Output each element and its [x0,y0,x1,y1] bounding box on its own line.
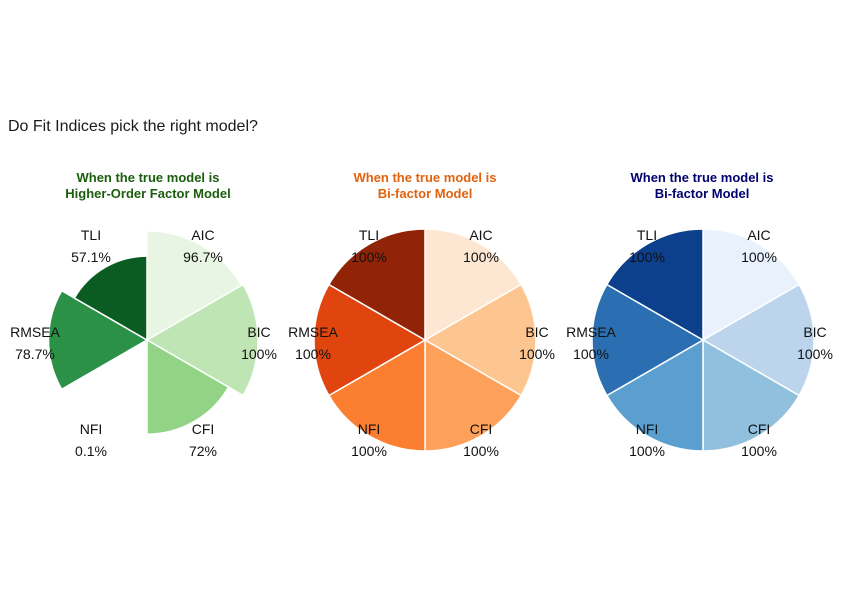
slice-cfi [424,338,523,452]
segment-label-tli: TLI [637,227,657,243]
slice-bic [701,283,815,397]
segment-label-nfi: NFI [636,421,659,437]
slice-tli [605,228,704,342]
chart-panel-bifactor-orange: When the true model is Bi-factor Model A… [288,170,555,459]
segment-label-tli: TLI [81,227,101,243]
chart-panel-bifactor-blue: When the true model is Bi-factor Model A… [566,170,833,459]
segment-label-bic: BIC [525,324,548,340]
segment-label-nfi: NFI [80,421,103,437]
segment-label-aic: AIC [191,227,214,243]
chart-panel-higher-order: When the true model is Higher-Order Fact… [10,170,277,459]
segment-value-aic: 100% [463,249,499,265]
segment-label-aic: AIC [469,227,492,243]
panel-title-line1: When the true model is [353,170,496,185]
slice-cfi [146,338,230,435]
segment-label-nfi: NFI [358,421,381,437]
slice-aic [146,230,243,342]
segment-value-cfi: 100% [463,443,499,459]
segment-value-nfi: 100% [351,443,387,459]
segment-value-cfi: 72% [189,443,217,459]
slice-nfi [605,338,704,452]
slices-group [47,230,259,435]
slice-cfi [702,338,801,452]
slices-group [313,228,537,452]
segment-value-nfi: 100% [629,443,665,459]
labels-group: AIC 100% BIC 100% CFI 100% NFI 100% RMSEA 100% TLI… [288,227,555,459]
segment-label-rmsea: RMSEA [288,324,338,340]
slice-aic [702,228,801,342]
segment-value-aic: 100% [741,249,777,265]
segment-value-nfi: 0.1% [75,443,107,459]
slice-tli [327,228,426,342]
segment-value-bic: 100% [519,346,555,362]
segment-label-bic: BIC [803,324,826,340]
segment-value-aic: 96.7% [183,249,223,265]
slice-bic [423,283,537,397]
segment-label-rmsea: RMSEA [566,324,616,340]
panel-title-line1: When the true model is [76,170,219,185]
slice-rmsea [47,289,149,391]
panel-title-line2: Bi-factor Model [378,186,473,201]
segment-label-tli: TLI [359,227,379,243]
segment-label-aic: AIC [747,227,770,243]
segment-label-cfi: CFI [748,421,771,437]
segment-value-rmsea: 78.7% [15,346,55,362]
segment-value-rmsea: 100% [295,346,331,362]
slice-nfi [327,338,426,452]
main-title: Do Fit Indices pick the right model? [8,118,258,135]
slice-rmsea [313,283,427,397]
segment-value-bic: 100% [797,346,833,362]
segment-label-cfi: CFI [192,421,215,437]
labels-group: AIC 96.7% BIC 100% CFI 72% NFI 0.1% RMSEA 78.7% TL… [10,227,277,459]
segment-value-rmsea: 100% [573,346,609,362]
slice-aic [424,228,523,342]
slice-bic [145,283,259,397]
segment-label-bic: BIC [247,324,270,340]
slice-tli [73,255,148,342]
segment-value-tli: 57.1% [71,249,111,265]
segment-label-rmsea: RMSEA [10,324,60,340]
segment-value-tli: 100% [629,249,665,265]
labels-group: AIC 100% BIC 100% CFI 100% NFI 100% RMSEA 100% TLI… [566,227,833,459]
panel-title-line2: Bi-factor Model [655,186,750,201]
slices-group [591,228,815,452]
panel-title-line2: Higher-Order Factor Model [65,186,230,201]
segment-value-bic: 100% [241,346,277,362]
slice-rmsea [591,283,705,397]
segment-value-tli: 100% [351,249,387,265]
segment-value-cfi: 100% [741,443,777,459]
panel-title-line1: When the true model is [630,170,773,185]
segment-label-cfi: CFI [470,421,493,437]
